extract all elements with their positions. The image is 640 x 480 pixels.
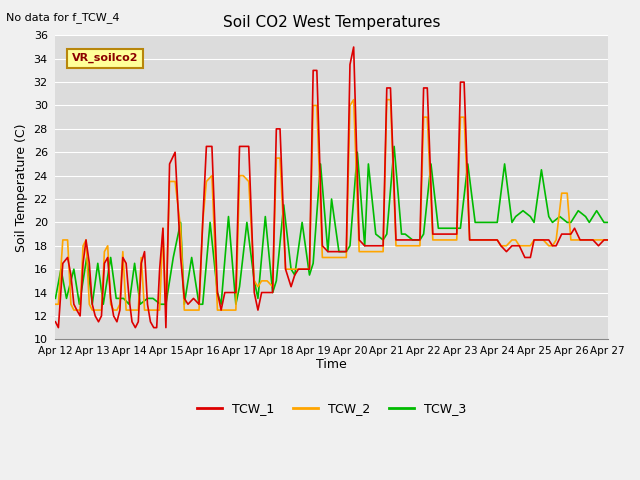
TCW_1: [92, 313, 99, 319]
TCW_2: [52, 301, 60, 307]
TCW_3: [530, 219, 538, 225]
TCW_2: [350, 97, 358, 103]
TCW_3: [188, 254, 195, 260]
TCW_1: [107, 296, 115, 301]
TCW_3: [600, 219, 608, 225]
TCW_1: [497, 243, 505, 249]
TCW_2: [92, 307, 99, 313]
TCW_1: [208, 144, 216, 149]
Line: TCW_2: TCW_2: [56, 100, 608, 310]
Text: No data for f_TCW_4: No data for f_TCW_4: [6, 12, 120, 23]
Legend: TCW_1, TCW_2, TCW_3: TCW_1, TCW_2, TCW_3: [192, 397, 471, 420]
TCW_3: [125, 301, 133, 307]
TCW_1: [54, 325, 62, 331]
Y-axis label: Soil Temperature (C): Soil Temperature (C): [15, 123, 28, 252]
Title: Soil CO2 West Temperatures: Soil CO2 West Temperatures: [223, 15, 440, 30]
TCW_1: [493, 237, 501, 243]
TCW_2: [604, 237, 612, 243]
TCW_3: [380, 237, 387, 243]
TCW_3: [199, 301, 207, 307]
TCW_2: [497, 243, 505, 249]
TCW_3: [604, 219, 612, 225]
TCW_3: [390, 144, 398, 149]
Line: TCW_1: TCW_1: [56, 47, 608, 328]
TCW_2: [107, 301, 115, 307]
TCW_1: [52, 319, 60, 324]
Line: TCW_3: TCW_3: [56, 146, 608, 304]
TCW_2: [493, 237, 501, 243]
TCW_2: [189, 307, 197, 313]
Text: VR_soilco2: VR_soilco2: [72, 53, 138, 63]
TCW_1: [350, 44, 358, 50]
TCW_2: [208, 173, 216, 179]
TCW_1: [189, 296, 197, 301]
TCW_3: [52, 296, 60, 301]
TCW_3: [76, 301, 83, 307]
X-axis label: Time: Time: [316, 359, 347, 372]
TCW_1: [604, 237, 612, 243]
TCW_2: [70, 307, 77, 313]
